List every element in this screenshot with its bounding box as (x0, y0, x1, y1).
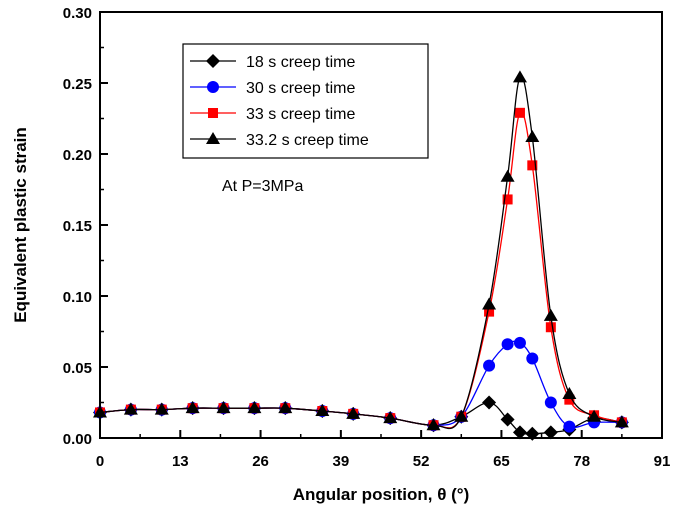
legend-marker (206, 54, 220, 68)
data-point (514, 107, 525, 118)
data-point (247, 401, 262, 414)
data-point (454, 409, 469, 422)
legend-marker (206, 132, 220, 144)
x-tick-label: 91 (654, 453, 671, 470)
data-point (484, 306, 495, 317)
x-tick-label: 0 (96, 453, 104, 470)
data-point (346, 406, 361, 419)
data-point (216, 401, 231, 414)
y-axis-label: Equivalent plastic strain (11, 127, 30, 323)
data-point (543, 425, 558, 440)
legend-label: 30 s creep time (246, 80, 355, 97)
data-point (482, 297, 497, 310)
data-point (587, 409, 602, 422)
data-point (525, 129, 540, 142)
series-line (99, 111, 623, 429)
data-point (185, 401, 200, 414)
data-point (562, 386, 577, 399)
x-tick-label: 26 (252, 453, 269, 470)
y-tick-label: 0.25 (63, 76, 92, 93)
data-point (154, 402, 169, 415)
y-tick-label: 0.00 (63, 431, 92, 448)
data-point (526, 352, 539, 365)
x-tick-label: 65 (493, 453, 510, 470)
legend-marker (208, 108, 218, 118)
x-tick-label: 52 (413, 453, 430, 470)
legend: 18 s creep time 30 s creep time 33 s creep… (182, 43, 429, 159)
data-point (500, 169, 515, 182)
series-line (99, 401, 622, 435)
data-point (426, 418, 441, 431)
data-point (545, 322, 556, 333)
data-point (614, 415, 629, 428)
y-tick-label: 0.15 (63, 218, 92, 235)
data-point (482, 395, 497, 410)
x-tick-label: 13 (172, 453, 189, 470)
annotation: At P=3MPa (222, 178, 303, 195)
data-point (123, 402, 138, 415)
data-point (502, 194, 513, 205)
data-point (564, 394, 575, 405)
series-3 (93, 70, 629, 431)
y-tick-label: 0.30 (63, 5, 92, 22)
y-tick-label: 0.10 (63, 289, 92, 306)
legend-marker (207, 81, 219, 93)
data-point (563, 420, 576, 433)
data-point (315, 404, 330, 417)
data-point (527, 160, 538, 171)
data-point (501, 338, 514, 351)
legend-label: 18 s creep time (246, 54, 355, 71)
x-axis-label: Angular position, θ (°) (293, 485, 470, 504)
data-point (543, 308, 558, 321)
data-point (512, 425, 527, 440)
legend-label: 33.2 s creep time (246, 132, 369, 149)
series-1 (94, 336, 628, 433)
data-point (513, 336, 526, 349)
series-line (99, 75, 622, 430)
data-point (512, 70, 527, 83)
y-tick-label: 0.20 (63, 147, 92, 164)
data-point (500, 412, 515, 427)
data-point (278, 401, 293, 414)
y-tick-label: 0.05 (63, 360, 92, 377)
x-tick-label: 39 (333, 453, 350, 470)
x-tick-label: 78 (573, 453, 590, 470)
data-point (544, 396, 557, 409)
data-point (483, 359, 496, 372)
legend-label: 33 s creep time (246, 106, 355, 123)
data-point (383, 411, 398, 424)
